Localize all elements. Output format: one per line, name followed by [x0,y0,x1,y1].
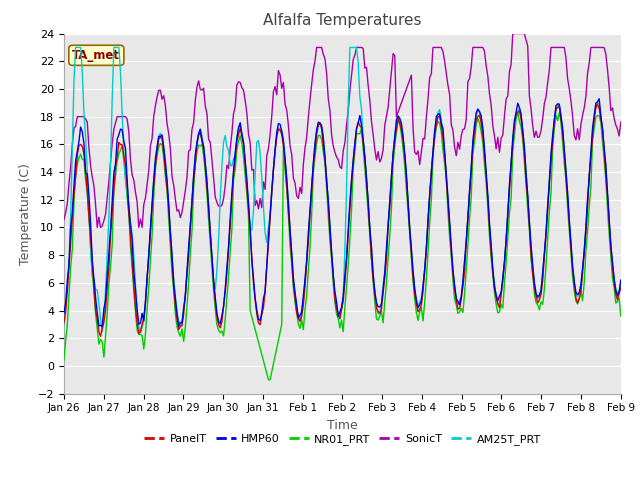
Y-axis label: Temperature (C): Temperature (C) [19,163,32,264]
Text: TA_met: TA_met [72,49,120,62]
X-axis label: Time: Time [327,419,358,432]
Legend: PanelT, HMP60, NR01_PRT, SonicT, AM25T_PRT: PanelT, HMP60, NR01_PRT, SonicT, AM25T_P… [140,430,545,449]
Title: Alfalfa Temperatures: Alfalfa Temperatures [263,13,422,28]
